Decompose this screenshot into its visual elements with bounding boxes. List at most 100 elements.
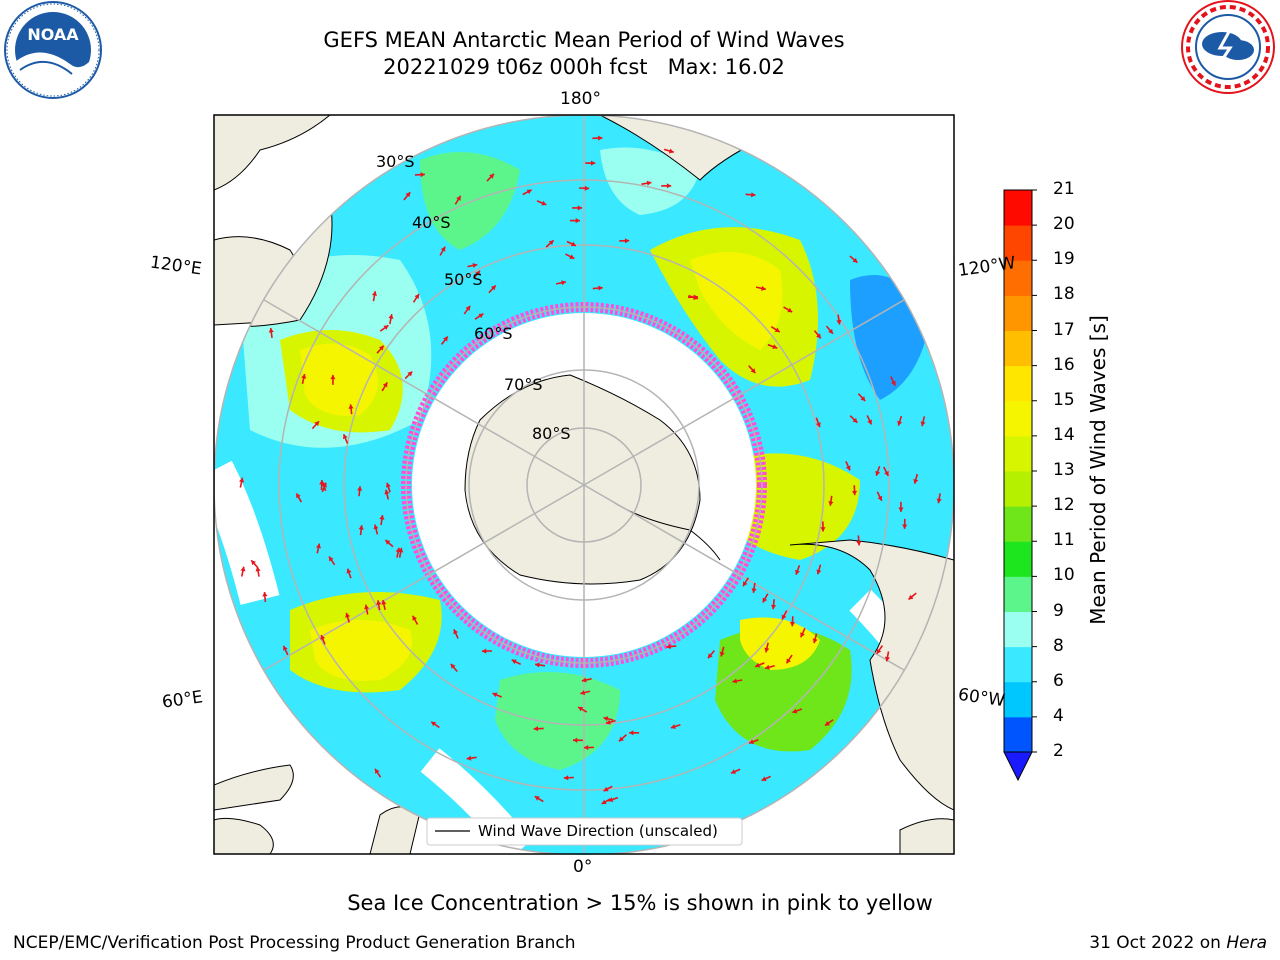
wind-wave-arrowhead <box>856 540 862 546</box>
colorbar-segment <box>1004 330 1032 367</box>
wind-wave-arrowhead <box>755 662 761 668</box>
wind-wave-arrowhead <box>902 524 908 529</box>
wind-wave-arrowhead <box>320 635 326 640</box>
wind-wave-arrowhead <box>572 737 578 743</box>
wind-wave-arrowhead <box>440 246 446 252</box>
wind-wave-arrowhead <box>481 648 487 654</box>
wind-wave-arrowhead <box>816 333 821 339</box>
wind-wave-arrowhead <box>852 417 858 423</box>
wind-wave-arrowhead <box>719 651 725 657</box>
wind-wave-arrowhead <box>414 293 419 299</box>
wind-wave-arrowhead <box>283 645 288 651</box>
colorbar-segment <box>1004 400 1032 437</box>
wind-wave-arrowhead <box>608 797 614 803</box>
wind-wave-arrowhead <box>492 692 498 698</box>
wind-wave-arrowhead <box>786 658 792 664</box>
wind-wave-arrowhead <box>670 724 676 729</box>
wind-wave-arrowhead <box>908 594 914 600</box>
wind-wave-arrowhead <box>575 218 580 224</box>
footer-machine: Hera <box>1226 933 1267 953</box>
colorbar-label: Mean Period of Wind Waves [s] <box>1086 315 1110 625</box>
wind-wave-arrowhead <box>884 470 889 476</box>
wind-wave-arrowhead <box>490 285 496 291</box>
wind-wave-arrowhead <box>475 270 480 276</box>
wind-wave-arrowhead <box>378 345 384 351</box>
wind-wave-arrowhead <box>598 135 603 141</box>
colorbar-segment <box>1004 435 1032 472</box>
wind-wave-arrowhead <box>384 489 390 495</box>
wind-wave-arrowhead <box>603 786 609 792</box>
noaa-logo: NOAA <box>4 1 102 99</box>
wind-wave-arrowhead <box>898 507 904 512</box>
wind-wave-arrowhead <box>646 180 652 186</box>
land-australia <box>214 115 331 191</box>
chart-title-line1: GEFS MEAN Antarctic Mean Period of Wind … <box>323 28 845 52</box>
wind-wave-arrowhead <box>820 527 826 532</box>
wind-wave-arrowhead <box>262 592 268 597</box>
wind-wave-arrowhead <box>913 478 919 484</box>
colorbar-tick-label: 13 <box>1053 460 1075 480</box>
colorbar-tick-label: 6 <box>1053 670 1064 691</box>
colorbar-segment <box>1004 681 1032 718</box>
footer-date: 31 Oct 2022 on Hera <box>1089 933 1267 953</box>
colorbar-segment <box>1004 541 1032 577</box>
wind-wave-arrowhead <box>431 721 437 727</box>
wind-wave-arrowhead <box>732 678 738 684</box>
colorbar-tick-label: 16 <box>1053 354 1075 375</box>
colorbar-segment <box>1004 611 1032 648</box>
wind-wave-arrowhead <box>450 663 456 669</box>
lat-label-50: 50°S <box>444 270 483 289</box>
wind-wave-arrowhead <box>601 799 607 805</box>
wind-wave-arrowhead <box>590 160 596 166</box>
graticule <box>214 115 954 854</box>
wind-wave-arrowhead <box>765 664 770 670</box>
colorbar <box>1003 189 1037 782</box>
wind-wave-arrowhead <box>877 495 883 501</box>
legend-label: Wind Wave Direction (unscaled) <box>478 822 718 840</box>
wind-wave-arrowhead <box>816 569 822 575</box>
wind-wave-arrowhead <box>751 588 757 593</box>
wind-wave-arrowhead <box>465 305 471 311</box>
wind-wave-arrowhead <box>374 768 380 774</box>
wind-wave-arrowhead <box>526 189 532 195</box>
wind-wave-arrowhead <box>472 262 478 268</box>
wind-wave-arrowhead <box>405 192 411 198</box>
wind-wave-arrows <box>239 135 942 805</box>
wind-wave-arrowhead <box>730 769 736 774</box>
wind-wave-arrowhead <box>761 285 766 291</box>
wind-wave-arrowhead <box>583 744 589 751</box>
wind-wave-arrowhead <box>385 482 391 488</box>
wind-wave-arrowhead <box>478 313 484 319</box>
footer-date-text: 31 Oct 2022 on <box>1089 933 1227 953</box>
wind-wave-arrowhead <box>761 776 767 782</box>
wind-wave-arrowhead <box>541 200 547 206</box>
wind-wave-arrowhead <box>371 291 378 296</box>
lat-label-70: 70°S <box>504 375 543 394</box>
colorbar-tick-label: 14 <box>1053 424 1075 445</box>
wind-wave-arrowhead <box>884 656 891 662</box>
colorbar-segment <box>1004 225 1032 261</box>
wind-wave-arrowhead <box>385 540 391 545</box>
wind-wave-arrowhead <box>581 677 587 683</box>
lon-label-top: 180° <box>560 89 601 109</box>
wind-wave-arrowhead <box>240 566 246 572</box>
wind-wave-arrowhead <box>624 238 630 244</box>
wind-wave-arrowhead <box>342 434 348 440</box>
lat-label-60: 60°S <box>474 324 513 343</box>
wind-wave-arrowhead <box>598 285 603 291</box>
wind-wave-arrowhead <box>570 241 576 247</box>
nws-logo <box>1181 0 1275 94</box>
wind-wave-arrowhead <box>348 404 354 409</box>
wind-wave-arrowhead <box>314 421 320 427</box>
wind-wave-arrowhead <box>330 374 336 380</box>
wind-wave-arrowhead <box>845 465 851 471</box>
colorbar-tick-label: 9 <box>1053 600 1064 621</box>
wind-wave-arrowhead <box>852 257 858 263</box>
wind-wave-arrowhead <box>851 490 858 496</box>
wind-wave-arrowhead <box>489 173 494 179</box>
wind-wave-arrowhead <box>580 690 586 696</box>
wind-wave-arrowhead <box>666 183 672 189</box>
land-africa-bottom <box>214 817 274 854</box>
wind-wave-arrowhead <box>533 726 539 732</box>
